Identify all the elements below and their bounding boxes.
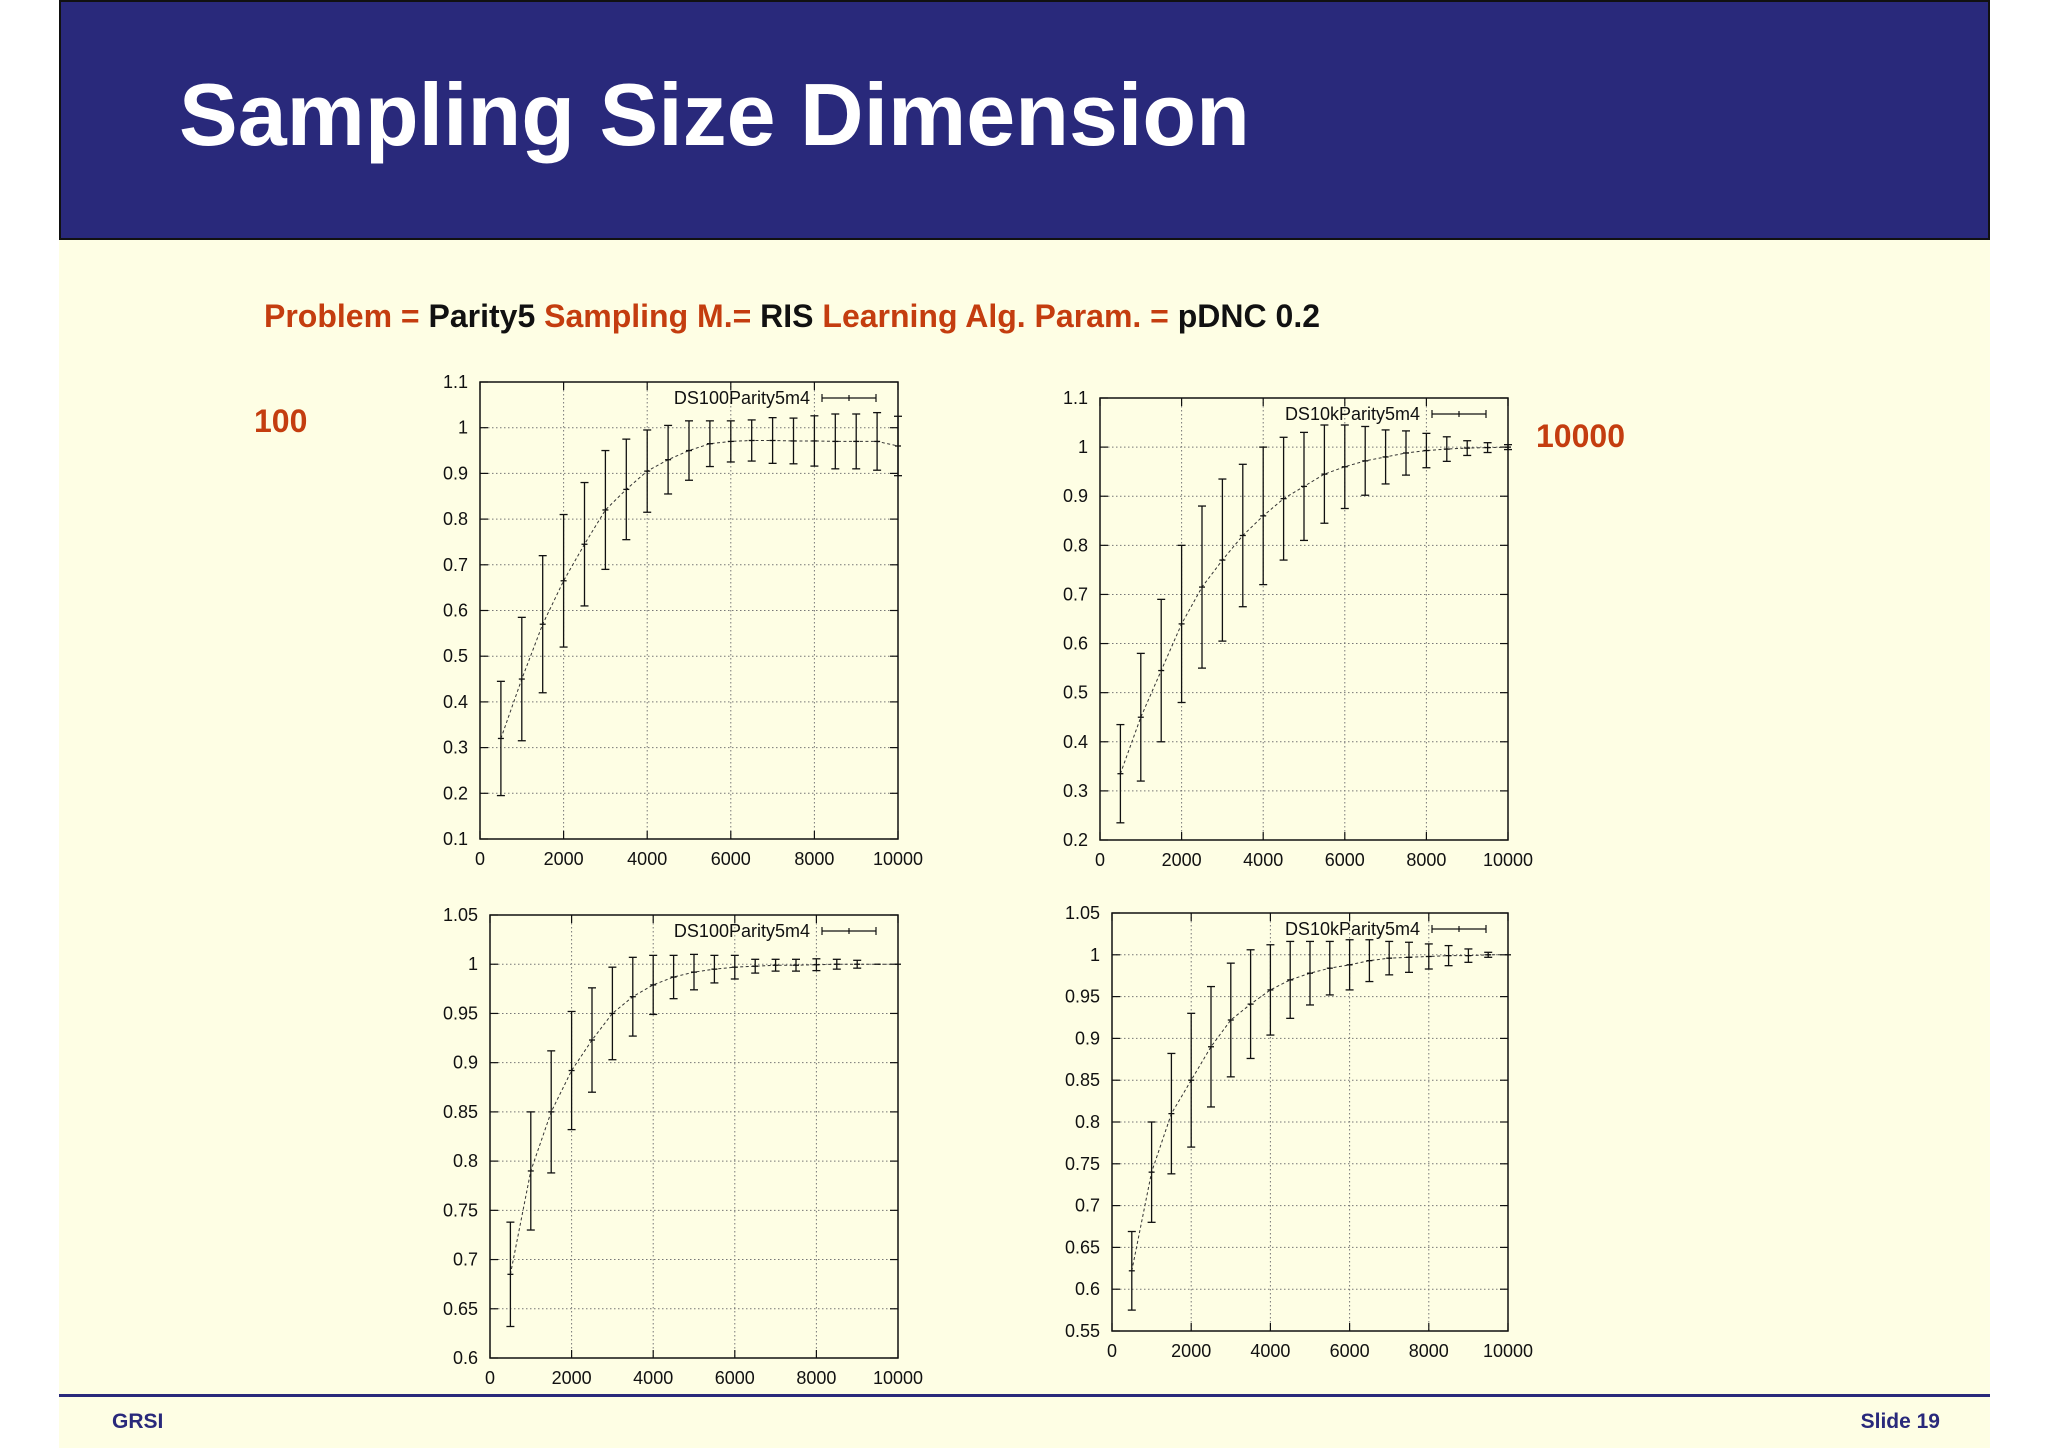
y-tick-label: 1.1 (443, 372, 468, 392)
chart-ds10k-top: 0.2 0.3 0.4 0.5 0.6 0.7 0.8 0.9 1 1.1 0 2000 4000 600… (905, 380, 1555, 885)
param-learning-value: pDNC 0.2 (1177, 298, 1320, 334)
x-tick-label: 10000 (1483, 850, 1533, 870)
title-bar: Sampling Size Dimension (59, 0, 1990, 240)
y-tick-label: 0.95 (1065, 987, 1100, 1007)
chart-ds100-bottom-svg: 0.6 0.65 0.7 0.75 0.8 0.85 0.9 0.95 1 1.05 0 2000 40… (443, 905, 923, 1388)
slide: Sampling Size Dimension Problem = Parity… (59, 0, 1990, 1448)
y-tick-label: 0.2 (443, 783, 468, 803)
x-tick-label: 8000 (796, 1368, 836, 1388)
x-tick-label: 4000 (627, 849, 667, 869)
y-tick-label: 0.75 (1065, 1154, 1100, 1174)
x-tick-label: 2000 (544, 849, 584, 869)
legend-label: DS10kParity5m4 (1285, 919, 1420, 939)
y-tick-label: 0.8 (453, 1151, 478, 1171)
x-tick-label: 6000 (711, 849, 751, 869)
y-tick-label: 1 (1078, 437, 1088, 457)
y-tick-label: 1.05 (443, 905, 478, 925)
y-tick-label: 0.4 (1063, 732, 1088, 752)
y-tick-label: 1 (458, 418, 468, 438)
chart-ds100-top-svg: 0.1 0.2 0.3 0.4 0.5 0.6 0.7 0.8 0.9 1 1.1 0 2000 4000… (443, 372, 923, 869)
plot-frame (489, 914, 899, 1359)
y-tick-label: 0.7 (443, 555, 468, 575)
y-tick-label: 0.75 (443, 1200, 478, 1220)
parameter-line: Problem = Parity5 Sampling M.= RIS Learn… (264, 298, 1320, 335)
y-tick-label: 0.95 (443, 1003, 478, 1023)
y-tick-label: 0.6 (453, 1348, 478, 1368)
series-line (1131, 954, 1508, 1271)
x-tick-label: 0 (1095, 850, 1105, 870)
x-tick-label: 2000 (1162, 850, 1202, 870)
right-size-label: 10000 (1536, 418, 1625, 454)
param-sampling-key: Sampling M.= (544, 298, 761, 334)
y-tick-label: 0.9 (1075, 1028, 1100, 1048)
x-tick-label: 6000 (715, 1368, 755, 1388)
x-tick-label: 6000 (1325, 850, 1365, 870)
slide-title: Sampling Size Dimension (179, 65, 1250, 164)
x-tick-label: 8000 (1409, 1341, 1449, 1361)
legend-label: DS10kParity5m4 (1285, 404, 1420, 424)
x-tick-label: 10000 (873, 1368, 923, 1388)
y-tick-label: 0.8 (1063, 535, 1088, 555)
y-tick-label: 0.8 (1075, 1112, 1100, 1132)
y-tick-label: 0.55 (1065, 1321, 1100, 1341)
footer-divider (59, 1394, 1990, 1397)
x-tick-label: 0 (485, 1368, 495, 1388)
y-tick-label: 0.65 (443, 1299, 478, 1319)
y-tick-label: 0.7 (1075, 1196, 1100, 1216)
series-line (500, 439, 899, 739)
y-tick-label: 0.7 (453, 1250, 478, 1270)
y-tick-label: 0.4 (443, 692, 468, 712)
y-tick-label: 1.05 (1065, 903, 1100, 923)
x-tick-label: 4000 (1243, 850, 1283, 870)
y-tick-label: 0.85 (1065, 1070, 1100, 1090)
series-line (1119, 446, 1509, 774)
slide-number: Slide 19 (1860, 1410, 1940, 1433)
x-tick-label: 0 (475, 849, 485, 869)
param-problem-key: Problem = (264, 298, 429, 334)
legend-label: DS100Parity5m4 (674, 388, 810, 408)
y-tick-label: 0.9 (453, 1053, 478, 1073)
chart-ds10k-bottom: 0.55 0.6 0.65 0.7 0.75 0.8 0.85 0.9 0.95 1 1.05 0 20… (905, 895, 1555, 1385)
param-sampling-value: RIS (760, 298, 823, 334)
param-problem-value: Parity5 (428, 298, 545, 334)
y-tick-label: 1 (1090, 945, 1100, 965)
y-tick-label: 0.65 (1065, 1237, 1100, 1257)
y-tick-label: 0.5 (443, 646, 468, 666)
y-tick-label: 0.8 (443, 509, 468, 529)
x-tick-label: 10000 (1483, 1341, 1533, 1361)
y-tick-label: 0.6 (443, 601, 468, 621)
y-tick-label: 0.9 (443, 463, 468, 483)
y-tick-label: 0.7 (1063, 584, 1088, 604)
x-tick-label: 6000 (1330, 1341, 1370, 1361)
y-tick-label: 1.1 (1063, 388, 1088, 408)
series-line (509, 963, 898, 1275)
x-tick-label: 4000 (1250, 1341, 1290, 1361)
plot-frame (1099, 397, 1509, 841)
footer-org: GRSI (112, 1410, 164, 1433)
x-tick-label: 4000 (633, 1368, 673, 1388)
chart-ds10k-top-svg: 0.2 0.3 0.4 0.5 0.6 0.7 0.8 0.9 1 1.1 0 2000 4000 600… (1063, 388, 1533, 870)
param-learning-key: Learning Alg. Param. = (822, 298, 1178, 334)
y-tick-label: 0.5 (1063, 683, 1088, 703)
y-tick-label: 1 (468, 954, 478, 974)
x-tick-label: 10000 (873, 849, 923, 869)
legend-label: DS100Parity5m4 (674, 921, 810, 941)
x-tick-label: 8000 (794, 849, 834, 869)
x-tick-label: 8000 (1406, 850, 1446, 870)
y-tick-label: 0.2 (1063, 830, 1088, 850)
chart-ds100-top: 0.1 0.2 0.3 0.4 0.5 0.6 0.7 0.8 0.9 1 1.1 0 2000 4000… (289, 365, 939, 885)
y-tick-label: 0.6 (1063, 634, 1088, 654)
y-tick-label: 0.3 (443, 738, 468, 758)
y-tick-label: 0.1 (443, 829, 468, 849)
chart-ds10k-bottom-svg: 0.55 0.6 0.65 0.7 0.75 0.8 0.85 0.9 0.95 1 1.05 0 20… (1065, 903, 1533, 1361)
chart-ds100-bottom: 0.6 0.65 0.7 0.75 0.8 0.85 0.9 0.95 1 1.05 0 2000 40… (289, 895, 939, 1395)
left-size-label: 100 (254, 403, 308, 439)
y-tick-label: 0.6 (1075, 1279, 1100, 1299)
x-tick-label: 2000 (552, 1368, 592, 1388)
y-tick-label: 0.3 (1063, 781, 1088, 801)
x-tick-label: 0 (1107, 1341, 1117, 1361)
y-tick-label: 0.9 (1063, 486, 1088, 506)
x-tick-label: 2000 (1171, 1341, 1211, 1361)
y-tick-label: 0.85 (443, 1102, 478, 1122)
